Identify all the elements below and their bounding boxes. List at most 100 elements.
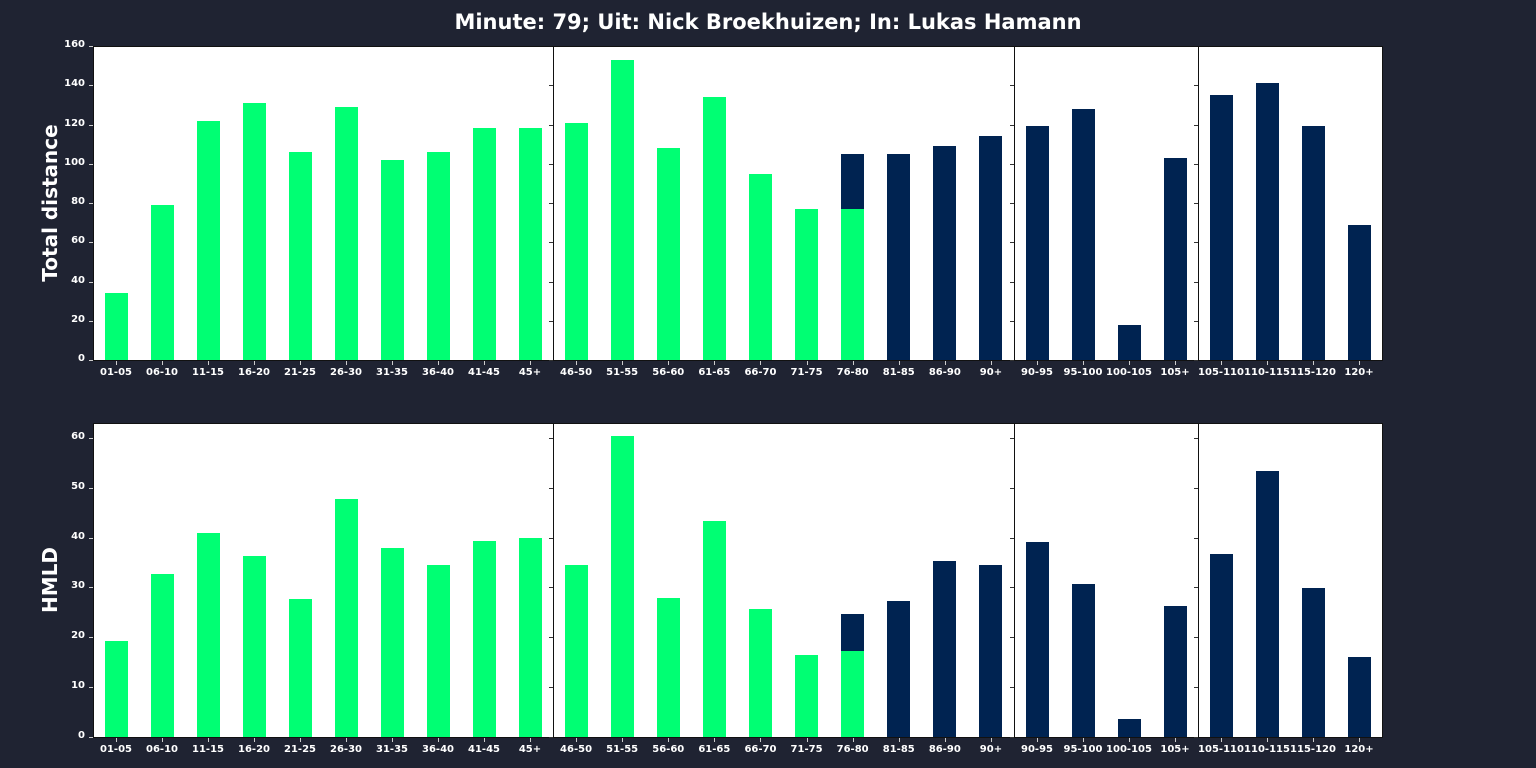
ytick-mark — [89, 163, 93, 165]
xtick-mark — [162, 361, 163, 365]
ytick-mark — [89, 281, 93, 283]
ytick-mark — [89, 537, 93, 539]
bar-26-30-player-out — [334, 106, 358, 360]
bar-86-90-player-in — [933, 560, 957, 737]
ytick-mark — [89, 437, 93, 439]
xtick-mark — [1267, 738, 1268, 742]
panel-tick — [1010, 320, 1014, 322]
xtick-label: 90+ — [979, 744, 1003, 755]
bar-11-15-player-out — [196, 533, 220, 737]
panel-tick — [1010, 281, 1014, 283]
ytick-label: 80 — [71, 196, 85, 207]
bar-105-110-player-in — [1209, 554, 1233, 737]
panel-tick — [1194, 537, 1198, 539]
ytick-mark — [89, 637, 93, 639]
xtick-label: 115-120 — [1290, 744, 1336, 755]
bar-81-85-player-in — [887, 600, 911, 737]
bar-120+-player-in — [1347, 657, 1371, 737]
bar-76-80-player-in — [841, 153, 865, 209]
panel-tick — [1010, 637, 1014, 639]
bar-115-120-player-in — [1301, 588, 1325, 737]
xtick-mark — [1175, 738, 1176, 742]
xtick-label: 06-10 — [146, 744, 178, 755]
xtick-mark — [668, 361, 670, 365]
panel-tick — [1010, 437, 1014, 439]
bar-81-85-player-in — [887, 153, 911, 360]
xtick-mark — [1313, 361, 1314, 365]
bar-100-105-player-in — [1117, 324, 1141, 360]
panel-tick — [1194, 437, 1198, 439]
bar-76-80-player-in — [841, 613, 865, 651]
bar-56-60-player-out — [656, 148, 680, 360]
xtick-mark — [484, 738, 485, 742]
xtick-label: 86-90 — [928, 744, 961, 755]
ytick-label: 120 — [64, 117, 85, 129]
bar-105+-player-in — [1163, 606, 1187, 737]
xtick-label: 16-20 — [238, 367, 270, 378]
xtick-label: 105+ — [1160, 367, 1190, 378]
ytick-mark — [89, 737, 93, 738]
xtick-mark — [484, 361, 485, 365]
ytick-mark — [89, 360, 93, 361]
panel-tick — [1194, 687, 1198, 689]
bar-105-110-player-in — [1209, 95, 1233, 360]
xtick-mark — [898, 738, 900, 742]
xtick-label: 46-50 — [560, 367, 593, 378]
bar-45+-player-out — [518, 537, 542, 737]
xtick-label: 45+ — [518, 744, 542, 755]
xtick-label: 81-85 — [882, 367, 915, 378]
panel-tick — [549, 85, 553, 87]
xtick-mark — [1359, 738, 1360, 742]
ytick-label: 140 — [64, 78, 85, 90]
bar-90+-player-in — [979, 564, 1003, 737]
xtick-mark — [622, 738, 624, 742]
bar-90-95-player-in — [1025, 542, 1049, 737]
xtick-label: 105-110 — [1198, 367, 1244, 378]
xtick-label: 36-40 — [422, 744, 454, 755]
xtick-label: 90-95 — [1021, 744, 1053, 755]
bar-100-105-player-in — [1117, 719, 1141, 737]
ytick-label: 60 — [71, 430, 85, 442]
bar-86-90-player-in — [933, 146, 957, 360]
xtick-mark — [254, 738, 255, 742]
ytick-label: 160 — [64, 39, 85, 50]
xtick-label: 110-115 — [1244, 744, 1290, 755]
xtick-mark — [622, 361, 624, 365]
xtick-label: 36-40 — [422, 367, 454, 378]
xtick-mark — [990, 738, 992, 742]
panel-tick — [1010, 203, 1014, 204]
panel-tick — [1010, 242, 1014, 244]
xtick-mark — [990, 361, 992, 365]
xtick-label: 90+ — [979, 367, 1003, 378]
bar-51-55-player-out — [610, 59, 634, 360]
xtick-mark — [438, 738, 439, 742]
xtick-mark — [438, 361, 439, 365]
xtick-label: 61-65 — [698, 744, 731, 755]
panel-tick — [1010, 687, 1014, 689]
xtick-mark — [1083, 738, 1084, 742]
xtick-label: 01-05 — [100, 367, 132, 378]
xtick-label: 31-35 — [376, 367, 408, 378]
xtick-mark — [1359, 361, 1360, 365]
bar-110-115-player-in — [1255, 471, 1279, 737]
xtick-mark — [392, 361, 393, 365]
xtick-label: 66-70 — [744, 744, 777, 755]
xtick-mark — [1221, 361, 1222, 365]
ytick-label: 20 — [71, 313, 85, 325]
xtick-label: 51-55 — [606, 367, 639, 378]
xtick-mark — [1037, 738, 1038, 742]
ytick-label: 60 — [71, 235, 85, 247]
xtick-label: 105+ — [1160, 744, 1190, 755]
panel-tick — [1010, 85, 1014, 87]
xtick-label: 86-90 — [928, 367, 961, 378]
xtick-mark — [116, 738, 117, 742]
xtick-mark — [944, 738, 946, 742]
panel-tick — [1194, 637, 1198, 639]
bar-76-80-player-out — [841, 208, 865, 360]
bar-71-75-player-out — [795, 208, 819, 360]
ytick-label: 100 — [64, 156, 85, 168]
xtick-mark — [852, 738, 854, 742]
bar-66-70-player-out — [748, 173, 772, 360]
bar-95-100-player-in — [1071, 583, 1095, 737]
ytick-label: 40 — [71, 274, 85, 286]
